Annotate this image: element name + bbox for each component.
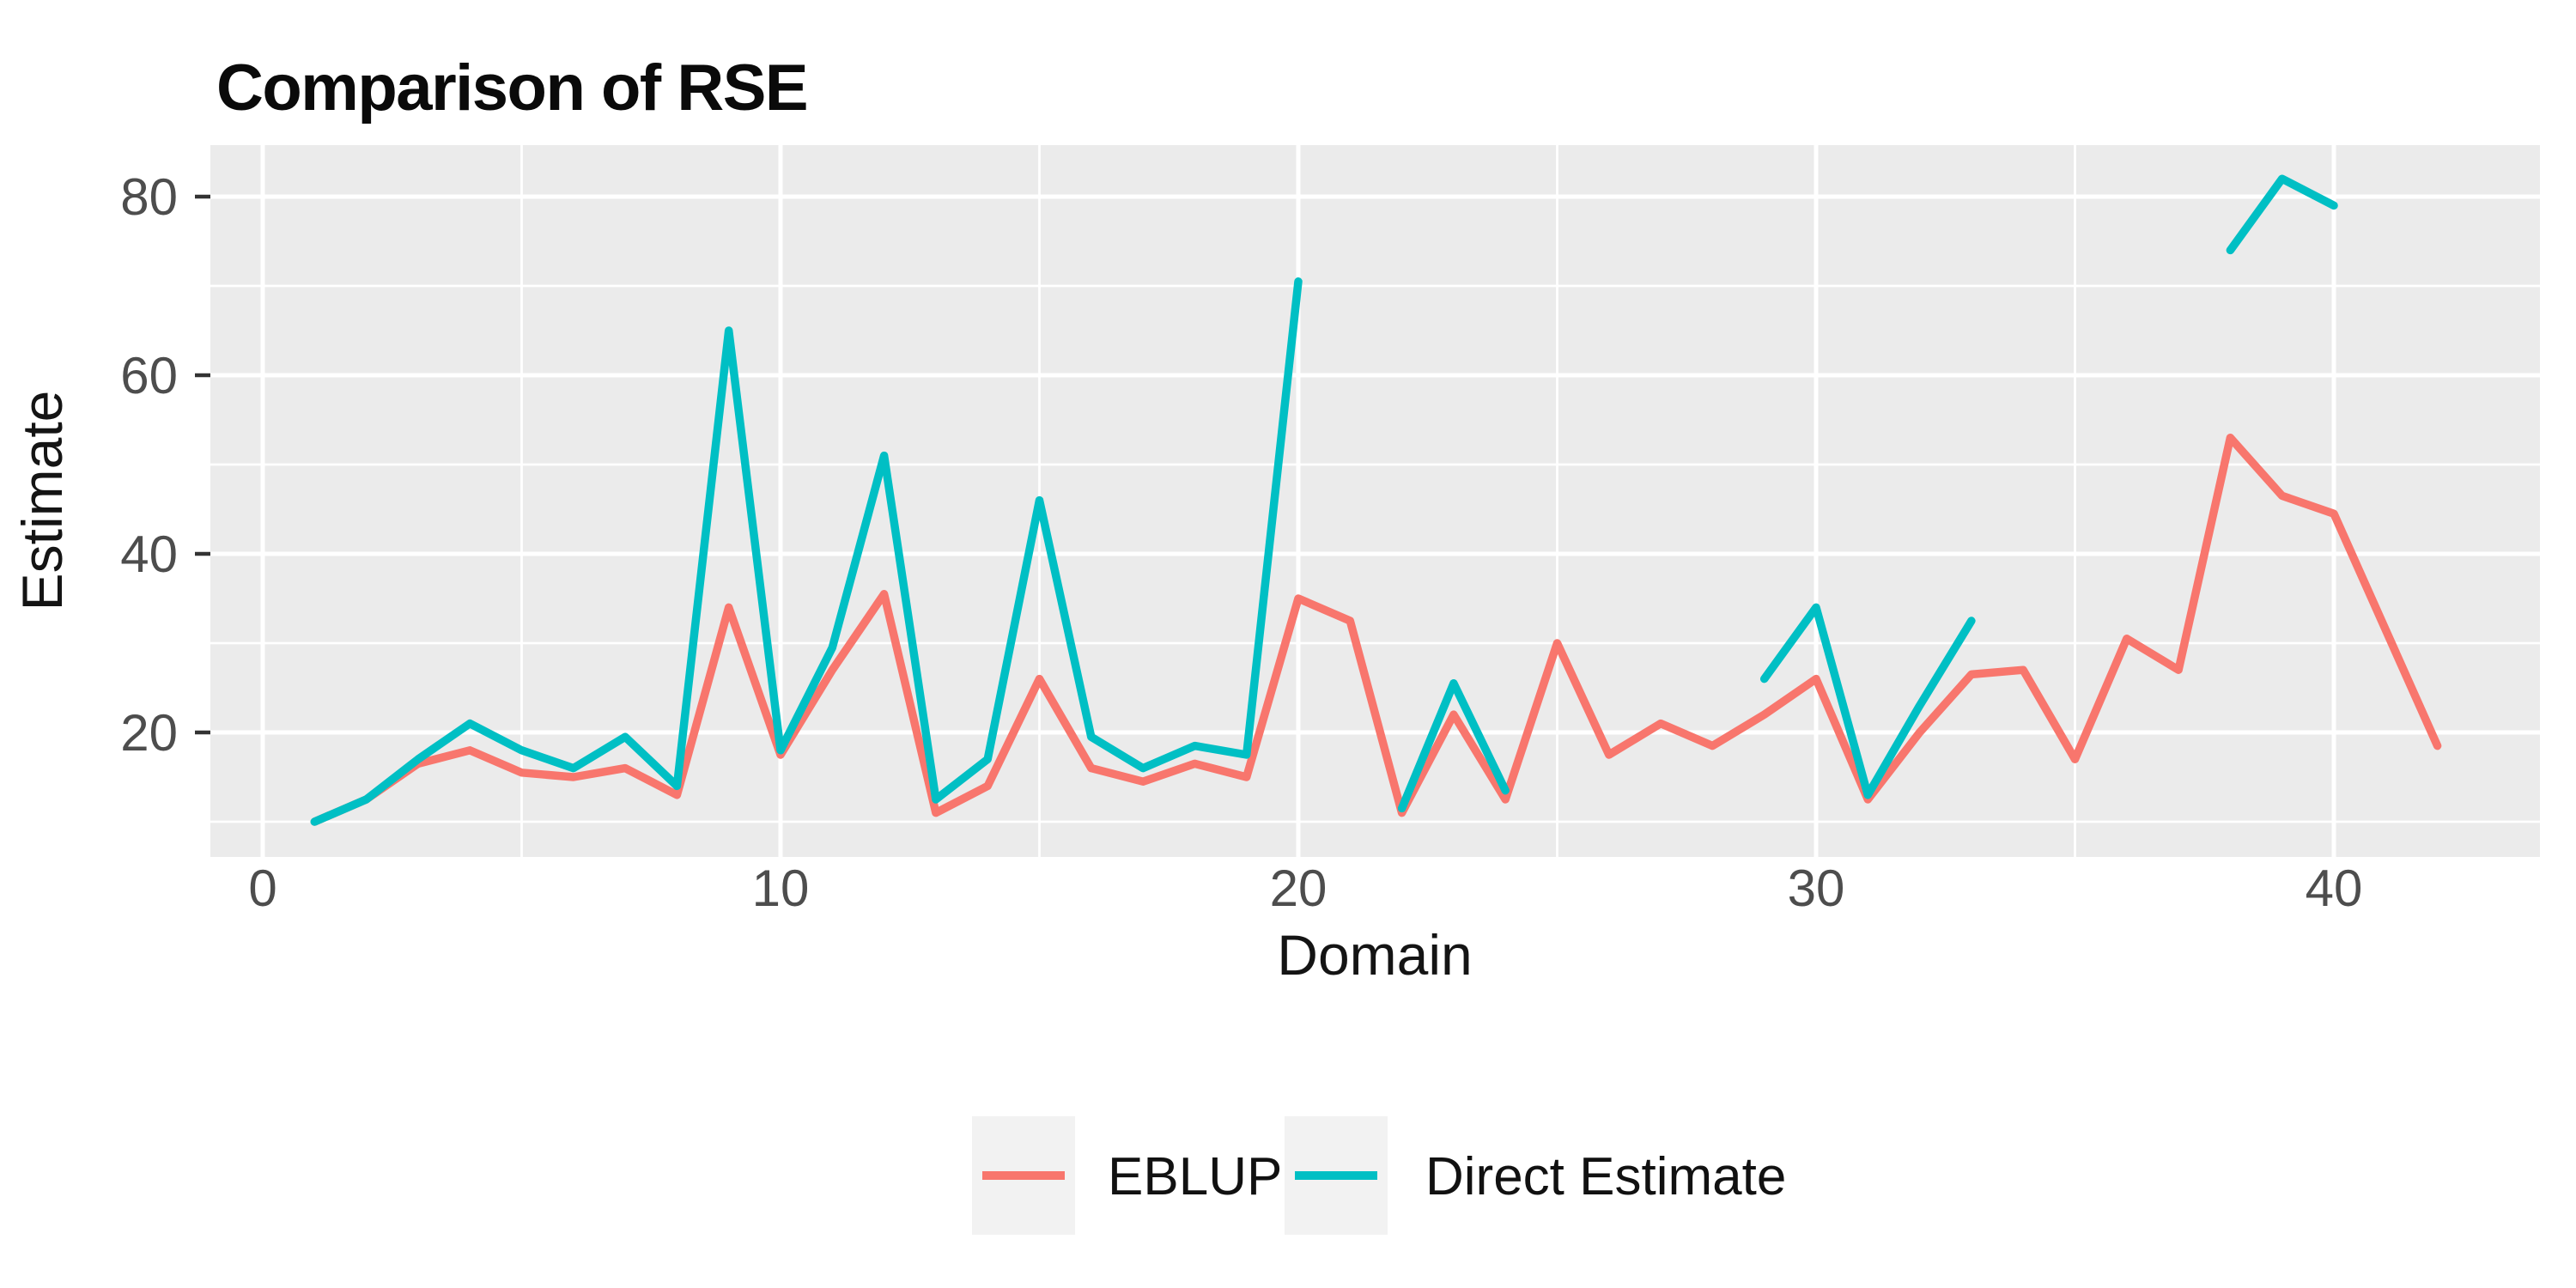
y-tick-label-60: 60 bbox=[120, 347, 178, 404]
y-tick-label-20: 20 bbox=[120, 704, 178, 762]
y-axis-tick-marks bbox=[195, 194, 210, 735]
y-axis-title: Estimate bbox=[10, 391, 74, 611]
series-line-direct-estimate-seg9 bbox=[2226, 174, 2338, 255]
legend: EBLUP Direct Estimate bbox=[972, 1116, 1786, 1235]
major-gridlines bbox=[210, 145, 2540, 857]
legend-label-direct: Direct Estimate bbox=[1425, 1147, 1786, 1206]
x-tick-label-0: 0 bbox=[248, 860, 276, 917]
plot-panel bbox=[210, 145, 2540, 857]
y-tick-label-40: 40 bbox=[120, 526, 178, 583]
minor-gridlines bbox=[210, 145, 2540, 857]
y-axis-tick-labels: 20 40 60 80 bbox=[120, 168, 178, 762]
x-axis-title: Domain bbox=[1277, 923, 1472, 987]
y-tick-label-80: 80 bbox=[120, 168, 178, 226]
x-tick-label-10: 10 bbox=[752, 860, 810, 917]
series-line-eblup-seg0 bbox=[310, 434, 2442, 826]
chart-title: Comparison of RSE bbox=[216, 52, 807, 125]
series-line-direct-estimate-seg0 bbox=[310, 277, 1303, 826]
data-series-lines bbox=[310, 174, 2442, 826]
x-tick-label-40: 40 bbox=[2306, 860, 2363, 917]
legend-label-eblup: EBLUP bbox=[1108, 1147, 1282, 1206]
x-tick-label-20: 20 bbox=[1270, 860, 1327, 917]
x-tick-label-30: 30 bbox=[1788, 860, 1845, 917]
x-axis-tick-labels: 0 10 20 30 40 bbox=[248, 860, 2362, 917]
series-line-direct-estimate-seg1 bbox=[1397, 679, 1510, 813]
series-line-direct-estimate-seg5 bbox=[1759, 603, 1976, 799]
